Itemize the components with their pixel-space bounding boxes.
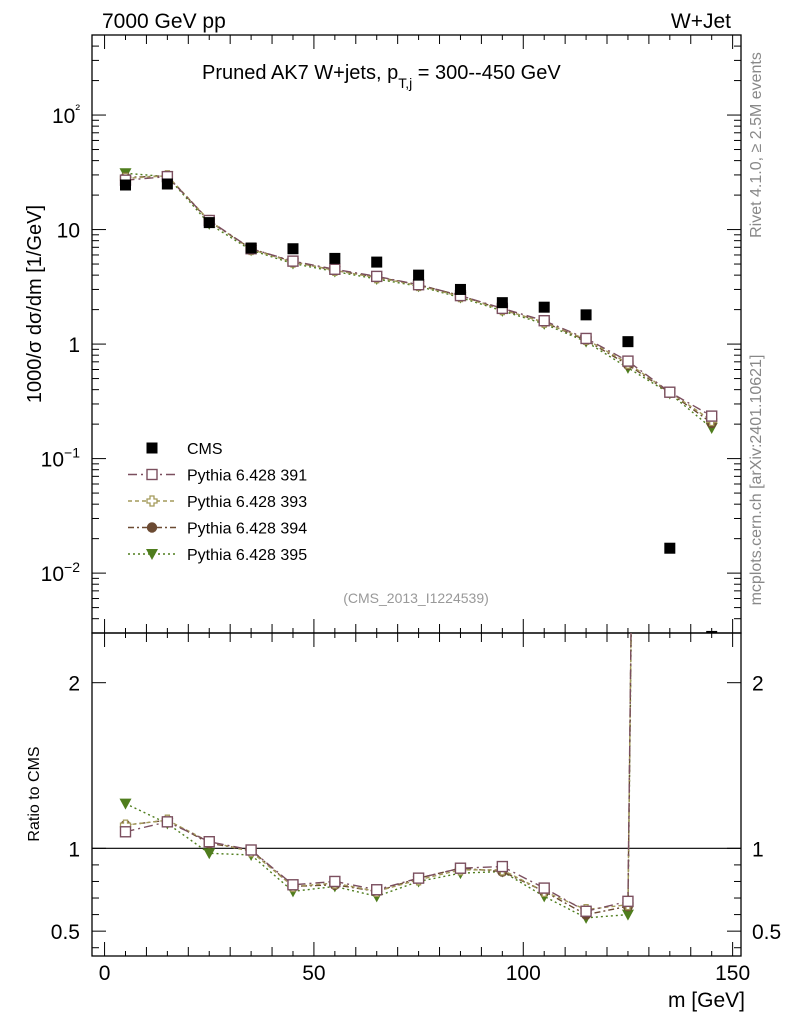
pythia-6-428-391-ratio-point [538,882,550,894]
cms-point [119,179,131,191]
legend-label-pythia-6-428-393: Pythia 6.428 393 [187,494,307,511]
main-axis-ticks: 10−2 10−1 1 10 10² [41,34,741,634]
legend-label-pythia-6-428-395: Pythia 6.428 395 [187,547,307,564]
x-tick-label: 100 [506,962,541,985]
main-y-tick-label: 10 [57,220,80,243]
pythia-6-428-391-ratio-point [412,872,425,884]
legend-label-pythia-6-428-391: Pythia 6.428 391 [187,468,307,485]
pythia-6-428-391-ratio-point [161,816,174,828]
pythia-6-428-391-point [371,270,383,283]
legend-marker-pythia-6-428-395 [146,549,158,560]
pythia-6-428-395-line [125,172,713,429]
plot-title-main: Pruned AK7 W+jets, p [202,62,398,84]
process-label: W+Jet [671,10,731,33]
pythia-6-428-391-ratio-point [580,905,592,917]
pythia-6-428-391-ratio-point [203,836,215,848]
legend-entry-pythia-6-428-395: Pythia 6.428 395 [128,547,307,564]
pythia-6-428-391-point [622,355,634,367]
cms-point [329,252,341,264]
cms-point [371,256,383,268]
main-series-markers [119,168,718,633]
cms-point [622,336,634,348]
main-y-axis-title: 1000/σ dσ/dm [1/GeV] [24,205,46,403]
cms-point [413,269,425,281]
legend-label-cms: CMS [187,441,223,458]
main-y-tick-label: 10² [52,101,80,128]
main-y-tick-label: 10−1 [41,445,81,472]
pythia-6-428-391-ratio-point [329,875,341,888]
pythia-6-428-391-ratio-point [496,860,509,873]
main-panel-frame [91,34,742,634]
pythia-6-428-395-ratio-point [621,909,634,921]
pythia-6-428-393-ratio-line [125,633,632,911]
cms-point [496,297,508,309]
legend-entry-pythia-6-428-394: Pythia 6.428 394 [128,521,307,538]
main-y-tick-label: 1 [68,334,80,357]
mcplots-label: mcplots.cern.ch [arXiv:2401.10621] [748,355,765,606]
ratio-y-tick-label-right: 1 [752,838,764,861]
pythia-6-428-391-ratio-point [245,844,257,856]
pythia-6-428-391-point [664,386,676,398]
legend: CMS Pythia 6.428 391 Pythia 6.428 393 Pythi… [128,441,307,564]
legend-marker-cms [146,442,158,454]
legend-marker-pythia-6-428-394 [146,522,158,533]
pythia-6-428-394-ratio-line [125,633,632,916]
ratio-y-tick-label: 0.5 [51,921,80,944]
legend-entry-pythia-6-428-391: Pythia 6.428 391 [128,468,307,485]
legend-label-pythia-6-428-394: Pythia 6.428 394 [187,521,307,538]
pythia-6-428-391-point [287,255,299,267]
cms-point [203,217,215,229]
legend-marker-pythia-6-428-391 [146,468,158,481]
main-y-tick-label: 10−2 [41,559,81,586]
pythia-6-428-391-ratio-point [119,826,132,838]
plot-title-subscript: T,j [398,75,412,91]
pythia-6-428-391-point [580,332,592,345]
x-axis-title: m [GeV] [668,989,745,1012]
pythia-6-428-391-line [125,175,713,417]
pythia-6-428-391-ratio-point [454,862,467,874]
pythia-6-428-391-point [329,263,341,275]
energy-label: 7000 GeV pp [102,10,226,33]
x-tick-label: 50 [302,962,325,985]
pythia-6-428-395-ratio-point [119,798,132,810]
pythia-6-428-394-line [125,175,713,424]
cms-point [245,242,257,254]
pythia-6-428-391-ratio-point [622,895,634,908]
pythia-6-428-391-ratio-point [371,884,383,896]
ratio-y-tick-label: 2 [68,673,80,696]
plot-title-tail: = 300--450 GeV [412,62,561,84]
pythia-6-428-395-ratio-point [203,848,216,860]
plot-title: Pruned AK7 W+jets, pT,j = 300--450 GeV [202,62,561,91]
x-tick-label: 0 [99,962,111,985]
cms-point [161,178,173,190]
ratio-panel-frame [91,632,742,957]
ratio-y-tick-label-right: 0.5 [752,921,781,944]
pythia-6-428-391-ratio-line [125,633,632,913]
analysis-id: (CMS_2013_I1224539) [343,590,489,606]
pythia-6-428-391-ratio-point [287,879,299,891]
cms-point [287,243,299,255]
ratio-y-axis-title: Ratio to CMS [26,746,43,841]
main-series-lines [125,172,713,429]
x-tick-label: 150 [715,962,750,985]
cms-point [454,283,466,295]
cms-point [706,630,718,633]
rivet-version-label: Rivet 4.1.0, ≥ 2.5M events [748,52,765,238]
pythia-6-428-393-line [125,175,713,422]
pythia-6-428-391-point [412,279,425,291]
ratio-series [119,633,634,924]
legend-entry-cms: CMS [146,441,223,458]
pythia-6-428-395-ratio-line [125,633,632,919]
cms-point [580,309,592,321]
cms-point [538,301,550,313]
ratio-y-tick-label: 1 [68,838,80,861]
pythia-6-428-391-point [538,315,550,327]
pythia-6-428-391-point [705,410,718,422]
cms-point [664,542,676,554]
legend-marker-pythia-6-428-393 [146,495,158,507]
ratio-y-tick-label-right: 2 [752,673,764,696]
legend-entry-pythia-6-428-393: Pythia 6.428 393 [128,494,307,511]
